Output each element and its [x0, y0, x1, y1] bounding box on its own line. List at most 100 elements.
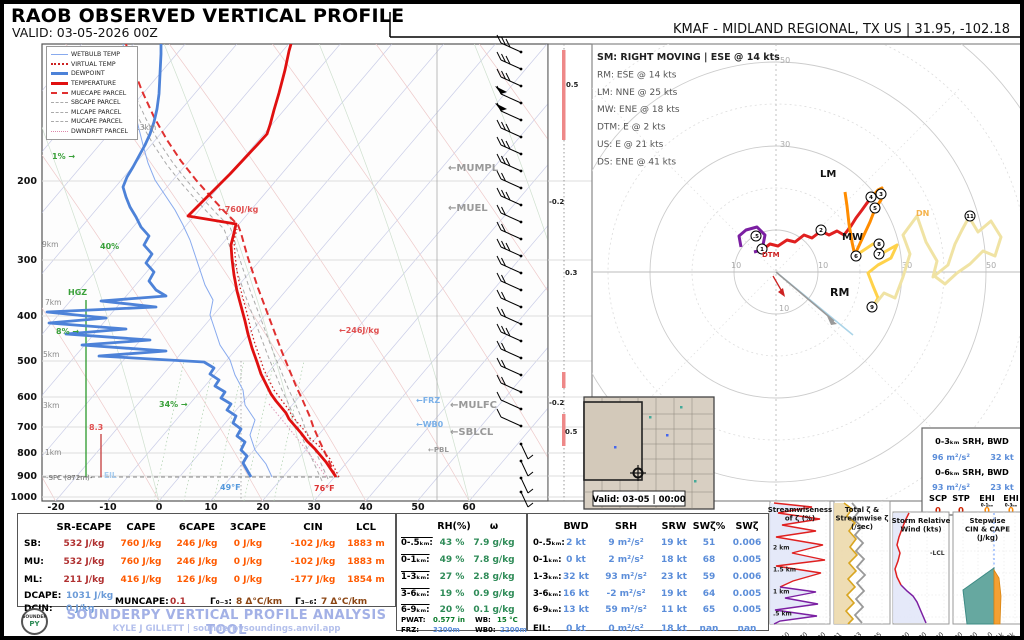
thermo-value: 1883 m [347, 557, 385, 567]
srh-box-header-0-3: 0-3ₖₘ SRH, BWD [935, 436, 1009, 446]
wind-barb [496, 119, 523, 139]
wind-barb [496, 51, 523, 71]
legend-label: TEMPERATURE [71, 80, 116, 88]
kinematics-value: 0.006 [732, 572, 762, 582]
pressure-tick-label: 800 [17, 448, 37, 459]
panel-height-label: .5 km [773, 611, 792, 618]
panel-tick-label: 1k [994, 630, 1005, 640]
kinematics-value: 0 kt [566, 624, 586, 634]
hodo-marker: 5 [869, 202, 881, 214]
lapse-rate-3-6-value: 7 Δ°C/km [321, 597, 368, 607]
pbl-label: ←PBL [428, 446, 449, 454]
moisture-row-label: 1-3ₖₘ: [401, 572, 430, 582]
moisture-row-label: 0-1ₖₘ: [401, 555, 430, 565]
thermo-value: -102 J/kg [290, 539, 336, 549]
rh-annotation-34pct: 34% → [159, 400, 188, 409]
map-inset: Valid: 03-05 | 00:00 [583, 396, 715, 510]
wind-barb [496, 272, 523, 292]
height-label: 9km [42, 240, 58, 249]
rh-annotation-8pct: 8% → [56, 327, 79, 336]
omega-value-label: 0.5 [565, 428, 578, 436]
legend-item: SBCAPE PARCEL [49, 98, 135, 108]
legend-label: SBCAPE PARCEL [71, 99, 121, 107]
kinematics-value: nan [699, 624, 719, 634]
hodo-ring-label: 10 [779, 304, 789, 313]
wind-barb [496, 221, 523, 241]
rh-annotation-40pct: 40% [100, 242, 119, 251]
kinematics-value: 0.006 [732, 538, 762, 548]
mixing-ratio-value: 0.1 g/kg [473, 605, 515, 615]
dcin-value: 0 J/kg [66, 604, 95, 614]
thermo-header: CIN [303, 522, 323, 533]
composite-index-subheader: 0-3ₖₘ [1005, 503, 1018, 508]
storm-motion-readout: SM: RIGHT MOVING | ESE @ 14 kts RM: ESE @… [597, 52, 780, 167]
kinematics-value: 68 [702, 555, 716, 565]
hodo-marker: 2 [815, 224, 827, 236]
hodo-trace-3-6km [843, 186, 884, 258]
wind-barb [519, 459, 534, 477]
legend-label: MLCAPE PARCEL [71, 108, 122, 116]
kinematics-value: 13 kt [563, 605, 589, 615]
thermo-row-label: SB: [24, 539, 41, 549]
storm-motion-line: DS: ENE @ 41 kts [597, 157, 676, 167]
kinematics-header: SRW [661, 521, 687, 532]
kinematics-value: 18 kt [661, 555, 687, 565]
cape-246-label: ←246J/kg [339, 326, 380, 335]
svg-text:.5: .5 [753, 234, 759, 240]
temp-tick-label: -10 [99, 502, 117, 513]
pressure-tick-label: 300 [17, 255, 37, 266]
legend-swatch [51, 63, 68, 66]
lapse-rate-0-3-label: Γ₀₋₃: [210, 597, 232, 607]
svg-text:7: 7 [877, 252, 881, 258]
omega-bar-3 [562, 414, 566, 446]
legend: WETBULB TEMP VIRTUAL TEMP DEWPOINT TEMPERAT… [46, 46, 138, 141]
mw-label: MW [842, 232, 863, 243]
hodo-ring-label: 50 [986, 261, 996, 270]
hodo-marker: .5 [750, 230, 762, 242]
thermo-table: SR-ECAPE CAPE 6CAPE 3CAPE CIN LCL SB: 532 J/kg 7… [17, 513, 396, 614]
panel-tick-label: .03 [850, 631, 863, 640]
composite-index-header: STP [952, 493, 969, 503]
temp-tick-label: 60 [462, 502, 476, 513]
hodo-marker: 4 [865, 191, 877, 203]
svg-text:2: 2 [819, 228, 823, 234]
panel-height-label: 1 km [773, 589, 790, 596]
streamwiseness-curve-low [773, 502, 826, 588]
wb0-label: ←WB0 [416, 420, 444, 429]
srh-box-header-0-6: 0-6ₖₘ SRH, BWD [935, 467, 1009, 477]
kinematics-value: 18 kt [661, 624, 687, 634]
wind-barb [496, 34, 523, 54]
srh-bwd-box: 0-3ₖₘ SRH, BWD 96 m²/s² 32 kt 0-6ₖₘ SRH, BW… [921, 427, 1020, 517]
panel-tick-label: .05 [870, 631, 883, 640]
temp-tick-label: -20 [47, 502, 65, 513]
moisture-table: RH(%) ω 0-.5ₖₘ: 43 % 7.9 g/kg 0-1ₖₘ: 49 % 7.8 g… [396, 513, 527, 634]
omega-bar-1 [562, 50, 566, 140]
thermo-value: 0 J/kg [233, 575, 263, 585]
omega-labels: 0.5 -0.2 0.3 -0.2 0.5 [549, 81, 579, 436]
storm-motion-vector [775, 271, 835, 322]
surface-dewpoint-label: 49°F [220, 483, 241, 492]
legend-item: DEWPOINT [49, 69, 135, 79]
composite-index-header: SCP [929, 493, 947, 503]
rh-value: 49 % [439, 555, 465, 565]
omega-bar-2 [562, 372, 566, 388]
rh-value: 27 % [439, 572, 465, 582]
height-label: 5km [43, 350, 59, 359]
legend-label: DWNDRFT PARCEL [71, 128, 129, 136]
wind-barb [496, 136, 523, 156]
muncape-label: MUNCAPE: [115, 597, 169, 607]
kinematics-value: 2 m²/s² [608, 555, 644, 565]
srw-curve-low [894, 512, 910, 586]
storm-motion-line: MW: ENE @ 18 kts [597, 105, 680, 115]
panel-title: Storm Relative [892, 517, 951, 525]
srh-0-6-value: 93 m²/s² [932, 482, 970, 492]
kinematics-value: 65 [702, 605, 716, 615]
kinematics-table: BWD SRH SRW SWζ% SWζ 0-.5ₖₘ: 2 kt 9 m²/s² 19 kt 5… [527, 513, 769, 634]
panel-tick-label: 30 [917, 631, 929, 640]
lm-label: LM [820, 169, 836, 180]
thermo-value: -177 J/kg [290, 575, 336, 585]
wb-value: 15 °C [497, 616, 518, 624]
hodo-marker: 7 [873, 248, 885, 260]
lcl-marker-label: -LCL [930, 550, 945, 557]
